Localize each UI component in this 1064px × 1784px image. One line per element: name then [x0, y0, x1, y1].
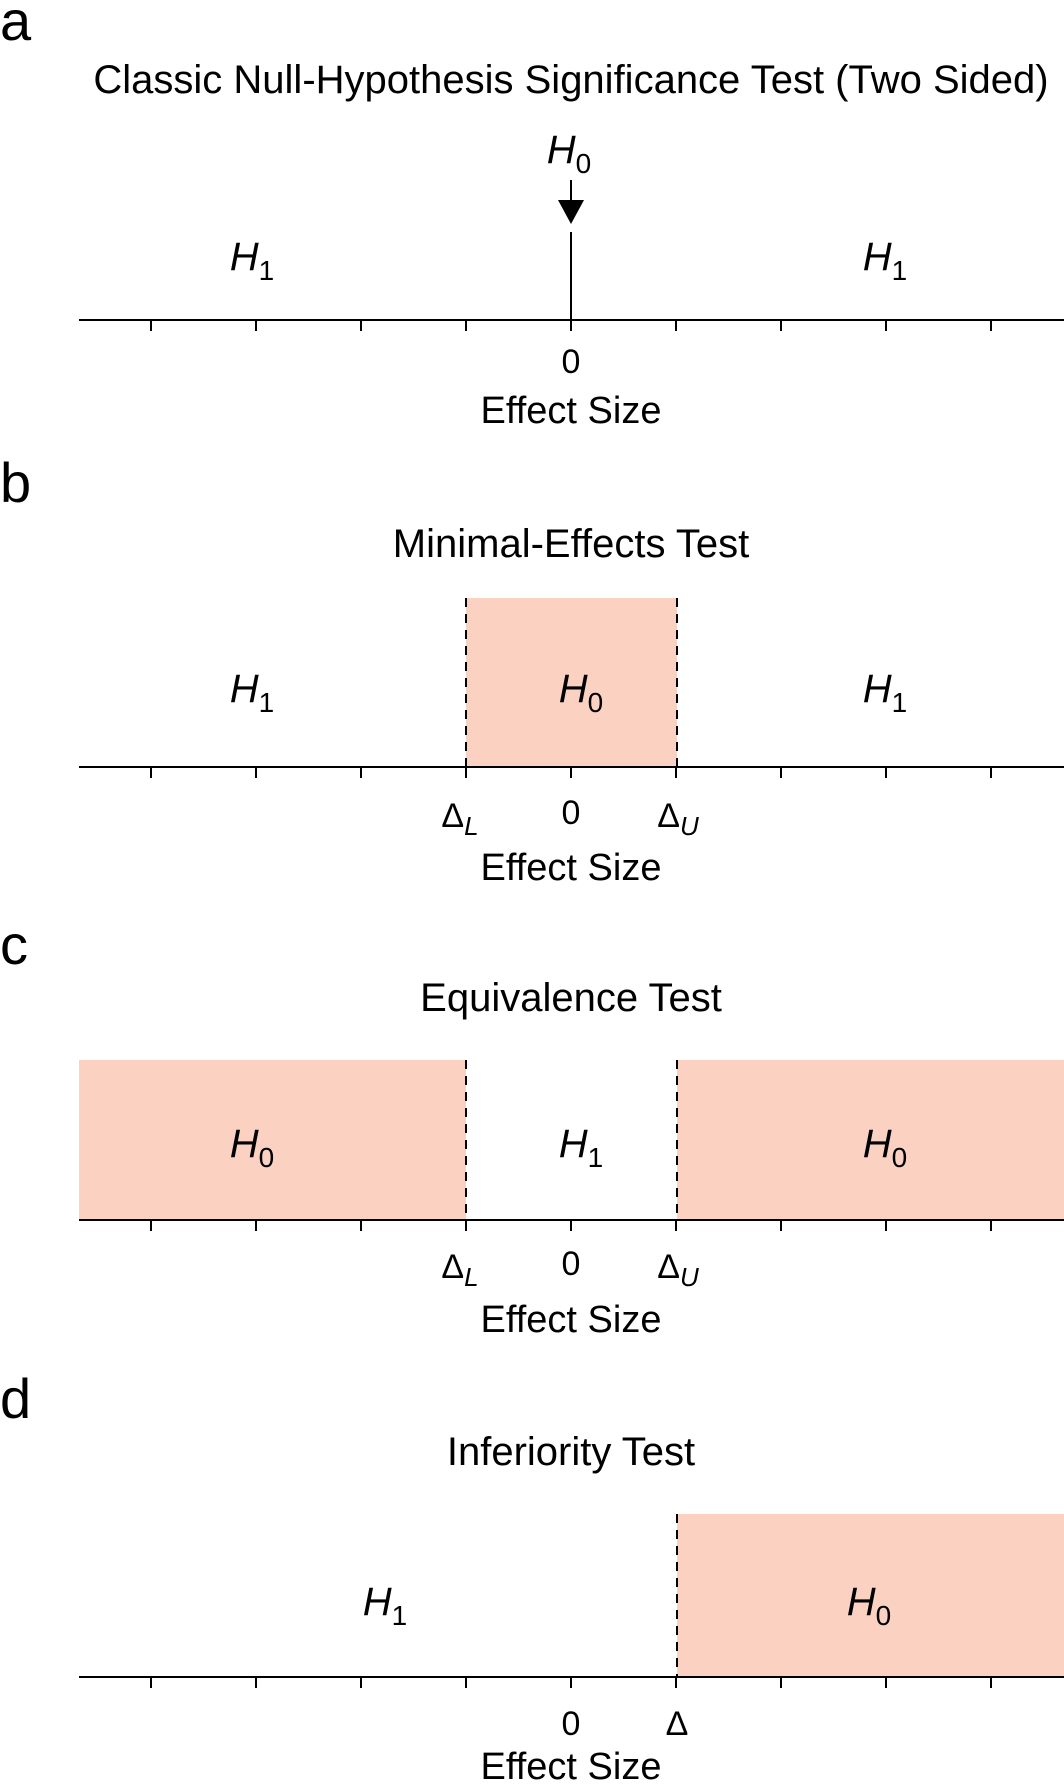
region-h1-left: H1: [230, 235, 274, 286]
tick-label-zero: 0: [562, 794, 581, 832]
h0-region-left: [79, 1060, 466, 1220]
axis-ticks: [150, 767, 992, 778]
region-h0-left: H0: [230, 1122, 274, 1173]
panel-a: a Classic Null-Hypothesis Significance T…: [0, 0, 1064, 432]
tick-label-zero: 0: [562, 1705, 581, 1743]
region-h0-center: H0: [559, 667, 603, 718]
region-h0-right: H0: [863, 1122, 907, 1173]
region-h1-right: H1: [863, 235, 907, 286]
axis-title: Effect Size: [481, 390, 662, 432]
tick-label-zero: 0: [562, 343, 581, 381]
tick-label-delta-lower: ΔL: [441, 1248, 478, 1292]
h0-region-right: [677, 1060, 1064, 1220]
h0-arrow-head: [558, 200, 584, 224]
region-h1-center: H1: [559, 1122, 603, 1173]
h0-arrow-label: H0: [547, 128, 591, 179]
tick-label-zero: 0: [562, 1245, 581, 1283]
h0-region: [677, 1514, 1064, 1677]
axis-title: Effect Size: [481, 1746, 662, 1784]
region-h1-left: H1: [230, 667, 274, 718]
axis-ticks: [150, 320, 992, 331]
h0-region: [466, 598, 677, 767]
panel-c: c Equivalence Test H0 H1 H0 ΔL 0 ΔU Effe…: [0, 913, 1064, 1341]
tick-label-delta-lower: ΔL: [441, 797, 478, 841]
panel-title: Classic Null-Hypothesis Significance Tes…: [93, 58, 1048, 102]
region-h1-right: H1: [863, 667, 907, 718]
tick-label-delta-upper: ΔU: [657, 1248, 699, 1292]
panel-d: d Inferiority Test H1 H0 0 Δ Effect Size: [0, 1367, 1064, 1784]
axis-title: Effect Size: [481, 847, 662, 889]
panel-b: b Minimal-Effects Test H1 H0 H1 ΔL 0 ΔU …: [0, 451, 1064, 889]
panel-letter: b: [0, 451, 31, 514]
region-h0-right: H0: [847, 1580, 891, 1631]
panel-title: Equivalence Test: [420, 976, 722, 1020]
axis-ticks: [150, 1677, 992, 1688]
region-h1-left: H1: [363, 1580, 407, 1631]
panel-title: Minimal-Effects Test: [393, 522, 749, 566]
panel-letter: d: [0, 1367, 31, 1430]
tick-label-delta: Δ: [666, 1705, 689, 1743]
panel-title: Inferiority Test: [447, 1430, 695, 1474]
axis-title: Effect Size: [481, 1299, 662, 1341]
panel-letter: a: [0, 0, 32, 52]
tick-label-delta-upper: ΔU: [657, 797, 699, 841]
panel-letter: c: [0, 913, 28, 976]
axis-ticks: [150, 1220, 992, 1231]
